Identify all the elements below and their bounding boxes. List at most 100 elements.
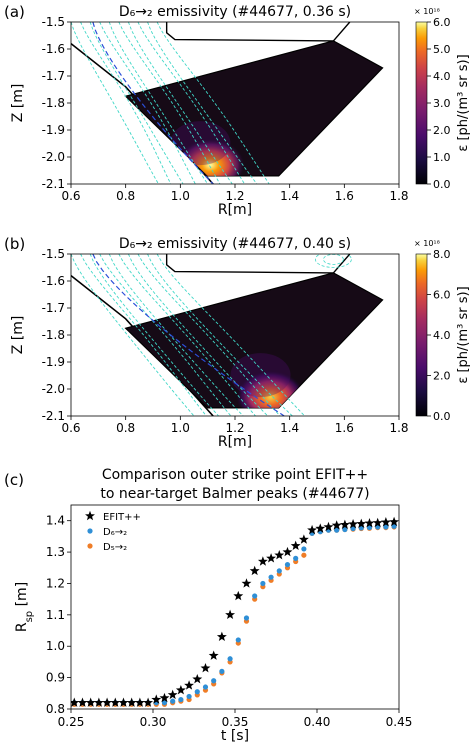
y-label-c: Rsp [m] — [14, 582, 35, 632]
x-tick-label-a: 1.0 — [171, 189, 190, 203]
emission-domain-b — [124, 272, 384, 409]
colorbar-ticks-a: 0.0 1.0 2.0 3.0 4.0 5.0 6.0 — [427, 16, 451, 191]
hotspot-glow-b — [236, 371, 305, 408]
y-tick-label-b: -1.9 — [42, 355, 65, 369]
point-efit — [323, 521, 334, 532]
y-ticks-c: 0.8 0.9 1.0 1.1 1.2 1.3 1.4 — [46, 514, 71, 716]
point-efit — [356, 518, 367, 529]
colorbar-tick-label-a: 6.0 — [433, 16, 451, 29]
y-tick-label-b: -2.0 — [42, 382, 65, 396]
flux-contour-a — [147, 22, 258, 184]
panel-label-c: (c) — [4, 471, 24, 489]
panel-label-a: (a) — [4, 3, 25, 21]
baffle-a — [165, 22, 351, 42]
y-tick-label-a: -1.5 — [42, 15, 65, 29]
colorbar-tick-label-a: 2.0 — [433, 124, 451, 137]
point-efit — [85, 697, 96, 707]
x-tick-label-a: 1.4 — [280, 189, 299, 203]
y-tick-label-c: 1.1 — [46, 608, 65, 622]
legend-label-2: D₅→₂ — [103, 542, 127, 553]
flux-loop-b — [315, 254, 352, 268]
point-efit — [266, 553, 277, 563]
point-series-1 — [194, 689, 200, 695]
colorbar-tick-label-b: 4.0 — [433, 329, 451, 342]
x-tick-label-a: 1.8 — [389, 189, 408, 203]
point-efit — [389, 516, 399, 527]
point-series-1 — [383, 524, 389, 530]
flux-contour-b — [127, 254, 269, 416]
point-series-1 — [178, 696, 184, 703]
point-efit — [372, 517, 383, 528]
colorbar-tick-label-b: 6.0 — [433, 289, 451, 302]
emission-domain-a — [124, 40, 384, 177]
colorbar-exponent-b: × 10¹⁸ — [414, 239, 440, 248]
point-efit — [77, 697, 88, 707]
point-efit — [339, 519, 350, 529]
flux-contour-b — [71, 254, 195, 416]
y-tick-label-c: 0.8 — [46, 702, 65, 716]
x-label-b: R[m] — [218, 434, 252, 450]
y-tick-label-c: 1.3 — [46, 545, 65, 559]
point-series-1 — [284, 562, 291, 568]
point-efit — [175, 684, 186, 695]
x-tick-label-a: 0.8 — [116, 189, 135, 203]
point-efit — [315, 523, 326, 533]
x-ticks-b: 0.6 0.8 1.0 1.2 1.4 1.6 1.8 — [61, 416, 409, 435]
point-series-1 — [219, 668, 225, 674]
x-label-c: t [s] — [221, 728, 249, 744]
colorbar-tick-label-a: 3.0 — [433, 97, 451, 110]
x-label-a: R[m] — [218, 202, 252, 218]
y-tick-label-a: -1.7 — [42, 69, 65, 83]
colorbar-tick-label-b: 0.0 — [433, 410, 451, 423]
point-efit — [118, 697, 129, 707]
flux-contour-b — [89, 254, 219, 416]
x-tick-label-b: 0.6 — [61, 421, 80, 435]
point-series-1 — [301, 546, 307, 552]
y-tick-label-c: 1.2 — [46, 576, 65, 590]
hotspot-halo-b — [230, 353, 291, 398]
colorbar-label-b: ε [ph/(m³ sr s)] — [456, 286, 471, 383]
point-series-1 — [227, 656, 233, 662]
point-series-1 — [334, 527, 340, 533]
x-ticks-a: 0.6 0.8 1.0 1.2 1.4 1.6 1.8 — [61, 184, 409, 203]
flux-contour-a — [156, 22, 270, 184]
panel-c: (c) Comparison outer strike point EFIT++… — [4, 467, 412, 744]
colorbar-tick-label-b: 2.0 — [433, 370, 451, 383]
x-tick-label-b: 0.8 — [116, 421, 135, 435]
x-tick-label-c: 0.40 — [304, 715, 331, 729]
point-efit — [208, 650, 219, 660]
x-tick-label-b: 1.2 — [225, 421, 244, 435]
colorbar-exponent-a: × 10¹⁸ — [414, 7, 440, 16]
point-series-1 — [350, 525, 356, 532]
colorbar-a — [415, 21, 428, 185]
x-tick-label-b: 1.8 — [389, 421, 408, 435]
point-efit — [216, 631, 227, 642]
point-efit — [298, 534, 309, 544]
point-efit — [364, 518, 375, 528]
colorbar-b — [415, 253, 428, 417]
point-efit — [71, 697, 80, 707]
legend-marker-2 — [87, 543, 93, 549]
point-efit — [380, 517, 391, 527]
colorbar-tick-label-a: 5.0 — [433, 43, 451, 56]
colorbar-label-a: ε [ph/(m³ sr s)] — [456, 54, 471, 151]
point-efit — [241, 578, 252, 588]
point-efit — [257, 556, 268, 566]
y-tick-label-a: -2.1 — [42, 177, 65, 191]
y-tick-label-b: -1.8 — [42, 328, 65, 342]
point-efit — [93, 697, 104, 707]
point-efit — [167, 689, 178, 700]
y-tick-label-c: 1.4 — [46, 514, 65, 528]
colorbar-ticks-b: 0.0 2.0 4.0 6.0 8.0 — [427, 248, 451, 423]
y-tick-label-a: -1.9 — [42, 123, 65, 137]
point-series-1 — [161, 700, 168, 706]
point-series-1 — [366, 524, 373, 531]
point-efit — [307, 524, 318, 535]
x-tick-label-b: 1.6 — [335, 421, 354, 435]
point-series-1 — [276, 568, 282, 574]
y-tick-label-c: 1.0 — [46, 639, 65, 653]
x-tick-label-c: 0.25 — [58, 715, 85, 729]
plot-area-c — [71, 516, 399, 707]
title-c-line1: Comparison outer strike point EFIT++ — [102, 467, 368, 483]
x-tick-label-a: 1.2 — [225, 189, 244, 203]
